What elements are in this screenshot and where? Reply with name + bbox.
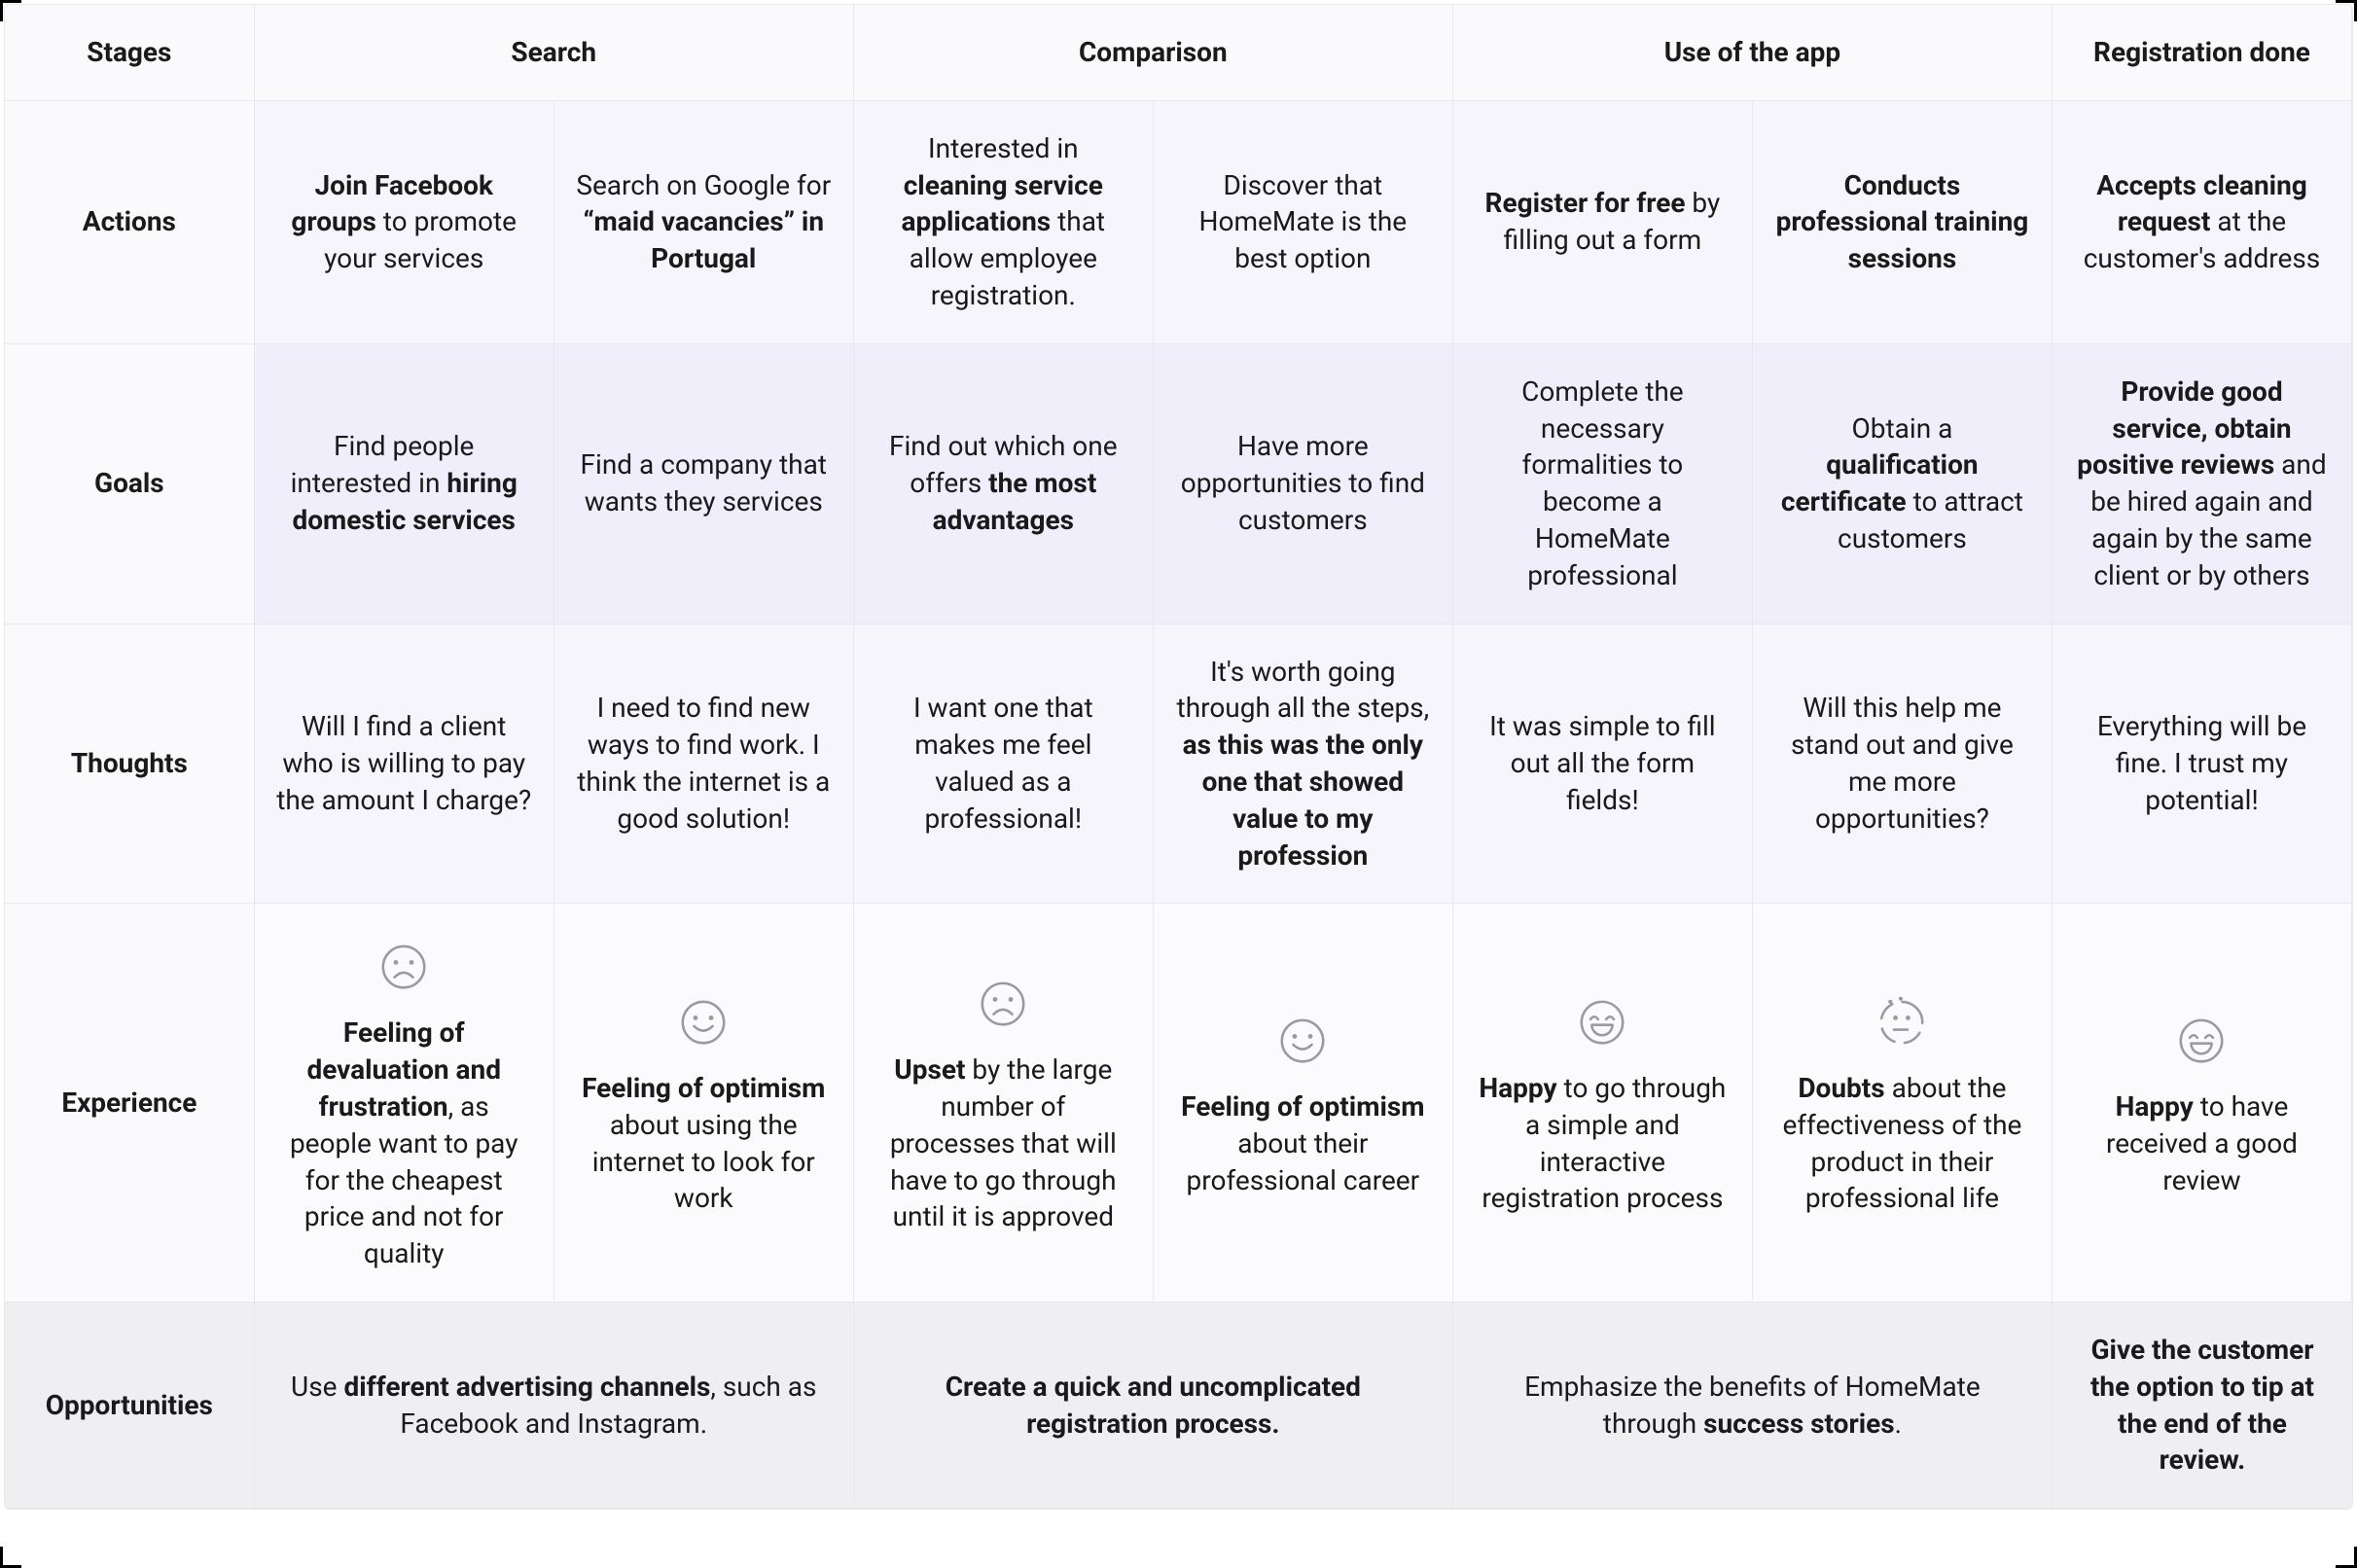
row-label-experience: Experience	[5, 904, 255, 1302]
cell-text: Feeling of optimism about their professi…	[1175, 1088, 1431, 1198]
cell-text: Complete the necessary formalities to be…	[1475, 374, 1731, 594]
row-label-opportunities: Opportunities	[5, 1302, 255, 1509]
stage-header-text: Use of the app	[1664, 34, 1840, 71]
experience-cell: Happy to go through a simple and interac…	[1453, 904, 1753, 1302]
cell-text: Happy to go through a simple and interac…	[1475, 1070, 1731, 1217]
stage-header-text: Comparison	[1079, 34, 1228, 71]
stage-header-comparison: Comparison	[854, 5, 1453, 101]
cell-text: It's worth going through all the steps, …	[1175, 654, 1431, 874]
row-label-text: Opportunities	[46, 1387, 213, 1424]
thoughts-cell: I want one that makes me feel valued as …	[854, 624, 1154, 905]
goals-cell: Have more opportunities to find customer…	[1154, 344, 1453, 624]
goals-cell: Find out which one offers the most advan…	[854, 344, 1154, 624]
crop-mark-icon	[2336, 0, 2357, 21]
frown-face-icon	[376, 933, 431, 997]
crop-mark-icon	[2336, 1547, 2357, 1568]
cell-text: Search on Google for “maid vacancies” in…	[576, 167, 832, 277]
row-label-actions: Actions	[5, 101, 255, 344]
smile-face-icon	[1275, 1007, 1330, 1071]
cell-text: Will I find a client who is willing to p…	[276, 708, 532, 818]
smile-face-icon	[676, 988, 731, 1052]
actions-cell: Interested in cleaning service applicati…	[854, 101, 1154, 344]
actions-cell: Register for free by filling out a form	[1453, 101, 1753, 344]
goals-cell: Find a company that wants they services	[554, 344, 854, 624]
actions-cell: Search on Google for “maid vacancies” in…	[554, 101, 854, 344]
opportunities-cell: Use different advertising channels, such…	[255, 1302, 854, 1509]
experience-cell: Feeling of optimism about using the inte…	[554, 904, 854, 1302]
cell-text: Join Facebook groups to promote your ser…	[276, 167, 532, 277]
opportunities-cell: Create a quick and uncomplicated registr…	[854, 1302, 1453, 1509]
cell-text: I need to find new ways to find work. I …	[576, 690, 832, 837]
cell-text: Doubts about the effectiveness of the pr…	[1774, 1070, 2030, 1217]
thoughts-cell: I need to find new ways to find work. I …	[554, 624, 854, 905]
stage-header-text: Registration done	[2093, 34, 2310, 71]
crop-mark-icon	[0, 0, 21, 21]
opportunities-cell: Give the customer the option to tip at t…	[2053, 1302, 2352, 1509]
cell-text: Interested in cleaning service applicati…	[875, 130, 1131, 314]
cell-text: Give the customer the option to tip at t…	[2074, 1332, 2331, 1479]
cell-text: Register for free by filling out a form	[1475, 185, 1731, 259]
cell-text: Obtain a qualification certificate to at…	[1774, 410, 2030, 557]
cell-text: Use different advertising channels, such…	[276, 1369, 832, 1443]
thoughts-cell: Will I find a client who is willing to p…	[255, 624, 554, 905]
cell-text: Provide good service, obtain positive re…	[2074, 374, 2330, 594]
row-label-text: Thoughts	[71, 745, 188, 782]
opportunities-cell: Emphasize the benefits of HomeMate throu…	[1453, 1302, 2053, 1509]
actions-cell: Accepts cleaning request at the customer…	[2053, 101, 2352, 344]
stage-header-text: Search	[511, 34, 596, 71]
actions-cell: Discover that HomeMate is the best optio…	[1154, 101, 1453, 344]
cell-text: Find a company that wants they services	[576, 446, 832, 520]
journey-map-table: Stages Search Comparison Use of the app …	[4, 4, 2353, 1510]
cell-text: Happy to have received a good review	[2074, 1088, 2330, 1198]
cell-text: Feeling of optimism about using the inte…	[576, 1070, 832, 1217]
row-label-goals: Goals	[5, 344, 255, 624]
cell-text: Create a quick and uncomplicated registr…	[875, 1369, 1431, 1443]
thoughts-cell: Will this help me stand out and give me …	[1753, 624, 2053, 905]
cell-text: Discover that HomeMate is the best optio…	[1175, 167, 1431, 277]
actions-cell: Join Facebook groups to promote your ser…	[255, 101, 554, 344]
goals-cell: Obtain a qualification certificate to at…	[1753, 344, 2053, 624]
experience-cell: Doubts about the effectiveness of the pr…	[1753, 904, 2053, 1302]
stage-header-registration-done: Registration done	[2053, 5, 2352, 101]
thoughts-cell: It was simple to fill out all the form f…	[1453, 624, 1753, 905]
experience-cell: Feeling of optimism about their professi…	[1154, 904, 1453, 1302]
row-label-text: Goals	[94, 465, 164, 502]
frown-face-icon	[976, 970, 1030, 1034]
cell-text: I want one that makes me feel valued as …	[875, 690, 1131, 837]
cell-text: Conducts professional training sessions	[1774, 167, 2030, 277]
cell-text: Have more opportunities to find customer…	[1175, 428, 1431, 538]
goals-cell: Provide good service, obtain positive re…	[2053, 344, 2352, 624]
cell-text: Will this help me stand out and give me …	[1774, 690, 2030, 837]
grin-face-icon	[2174, 1007, 2229, 1071]
grin-face-icon	[1575, 988, 1629, 1052]
header-stages-label: Stages	[5, 5, 255, 101]
row-label-text: Experience	[61, 1085, 196, 1122]
experience-cell: Happy to have received a good review	[2053, 904, 2352, 1302]
experience-cell: Upset by the large number of processes t…	[854, 904, 1154, 1302]
cell-text: Accepts cleaning request at the customer…	[2074, 167, 2330, 277]
goals-cell: Complete the necessary formalities to be…	[1453, 344, 1753, 624]
cell-text: Find out which one offers the most advan…	[875, 428, 1131, 538]
thinking-face-icon	[1875, 988, 1929, 1052]
crop-mark-icon	[0, 1547, 21, 1568]
stage-header-use-of-app: Use of the app	[1453, 5, 2053, 101]
cell-text: Emphasize the benefits of HomeMate throu…	[1475, 1369, 2030, 1443]
thoughts-cell: It's worth going through all the steps, …	[1154, 624, 1453, 905]
actions-cell: Conducts professional training sessions	[1753, 101, 2053, 344]
row-label-thoughts: Thoughts	[5, 624, 255, 905]
row-label-text: Actions	[83, 203, 176, 240]
cell-text: Upset by the large number of processes t…	[875, 1051, 1131, 1235]
thoughts-cell: Everything will be fine. I trust my pote…	[2053, 624, 2352, 905]
cell-text: Feeling of devaluation and frustration, …	[276, 1015, 532, 1272]
cell-text: It was simple to fill out all the form f…	[1475, 708, 1731, 818]
stage-header-search: Search	[255, 5, 854, 101]
cell-text: Find people interested in hiring domesti…	[276, 428, 532, 538]
stages-label-text: Stages	[87, 34, 171, 71]
experience-cell: Feeling of devaluation and frustration, …	[255, 904, 554, 1302]
cell-text: Everything will be fine. I trust my pote…	[2074, 708, 2330, 818]
goals-cell: Find people interested in hiring domesti…	[255, 344, 554, 624]
